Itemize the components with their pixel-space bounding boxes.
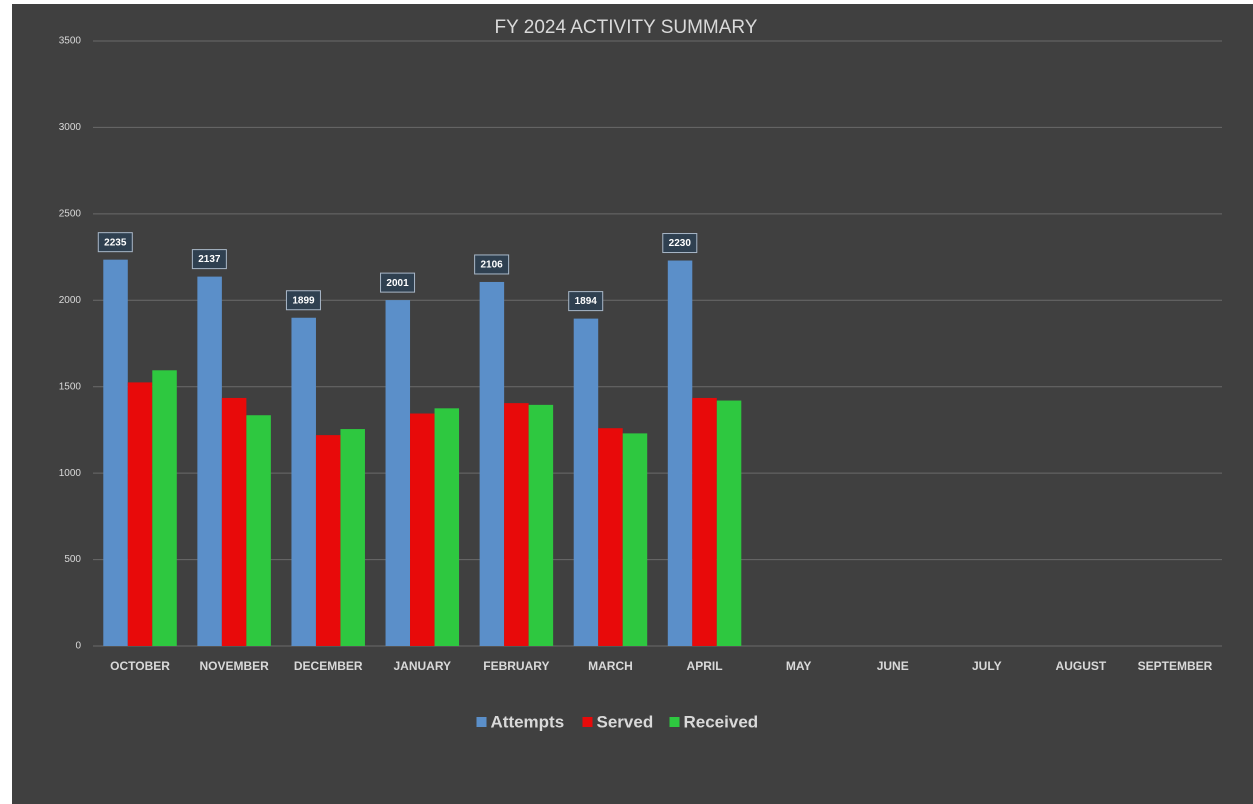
bar xyxy=(504,403,529,646)
bar xyxy=(127,382,153,646)
data-label-box xyxy=(474,254,510,275)
bar xyxy=(598,428,623,646)
bar xyxy=(197,276,222,646)
bar xyxy=(528,404,554,646)
legend-swatch xyxy=(476,717,487,727)
bar xyxy=(152,370,177,646)
bar xyxy=(246,415,271,646)
data-label-text: 1894 xyxy=(575,296,598,307)
bar xyxy=(716,400,742,646)
x-tick-label: OCTOBER xyxy=(110,659,170,673)
bar xyxy=(692,397,717,646)
bar xyxy=(221,397,247,646)
x-tick-label: JULY xyxy=(972,659,1002,673)
legend-label: Attempts xyxy=(491,712,565,731)
bar xyxy=(479,281,505,646)
y-tick-label: 2000 xyxy=(59,295,82,306)
x-tick-label: APRIL xyxy=(687,659,723,673)
y-tick-label: 3500 xyxy=(59,36,82,47)
data-label-text: 2230 xyxy=(669,238,692,249)
bar xyxy=(573,318,599,646)
x-tick-label: MARCH xyxy=(588,659,633,673)
bar xyxy=(340,429,365,646)
data-label-text: 2106 xyxy=(481,260,504,271)
data-label-text: 2137 xyxy=(198,254,221,265)
data-label: 1894 xyxy=(568,291,604,312)
data-label-box xyxy=(380,272,416,293)
y-tick-label: 3000 xyxy=(59,122,82,133)
bar xyxy=(291,317,316,646)
data-label-box xyxy=(568,291,604,312)
y-tick-label: 1500 xyxy=(59,381,82,392)
bar xyxy=(315,435,341,646)
bar xyxy=(434,408,460,646)
data-label-box xyxy=(97,232,133,253)
x-tick-label: JANUARY xyxy=(394,659,452,673)
y-tick-label: 0 xyxy=(75,641,81,652)
data-label-text: 2235 xyxy=(104,237,127,248)
bar xyxy=(385,300,411,646)
data-label-box xyxy=(191,249,227,270)
data-label: 2106 xyxy=(474,254,510,275)
bar xyxy=(410,413,435,646)
x-tick-label: SEPTEMBER xyxy=(1138,659,1213,673)
chart-title: FY 2024 ACTIVITY SUMMARY xyxy=(495,17,758,38)
data-label: 2230 xyxy=(662,233,698,254)
bar xyxy=(667,260,693,646)
legend-label: Received xyxy=(684,712,759,731)
x-tick-label: MAY xyxy=(786,659,812,673)
x-tick-label: DECEMBER xyxy=(294,659,363,673)
data-label-box xyxy=(285,290,321,311)
bar xyxy=(622,433,648,646)
data-label-text: 2001 xyxy=(386,278,409,289)
data-label: 2235 xyxy=(97,232,133,253)
data-label-text: 1899 xyxy=(292,295,315,306)
y-tick-label: 2500 xyxy=(59,208,82,219)
legend-label: Served xyxy=(597,712,654,731)
data-label: 2001 xyxy=(380,272,416,293)
data-label-box xyxy=(662,233,698,254)
x-tick-label: JUNE xyxy=(877,659,909,673)
legend-swatch xyxy=(582,717,593,727)
y-tick-label: 500 xyxy=(64,554,81,565)
x-tick-label: NOVEMBER xyxy=(199,659,269,673)
x-tick-label: FEBRUARY xyxy=(483,659,549,673)
legend-swatch xyxy=(669,717,680,727)
data-label: 2137 xyxy=(191,249,227,270)
data-label: 1899 xyxy=(285,290,321,311)
x-tick-label: AUGUST xyxy=(1056,659,1107,673)
bar xyxy=(103,259,128,646)
y-tick-label: 1000 xyxy=(59,468,82,479)
